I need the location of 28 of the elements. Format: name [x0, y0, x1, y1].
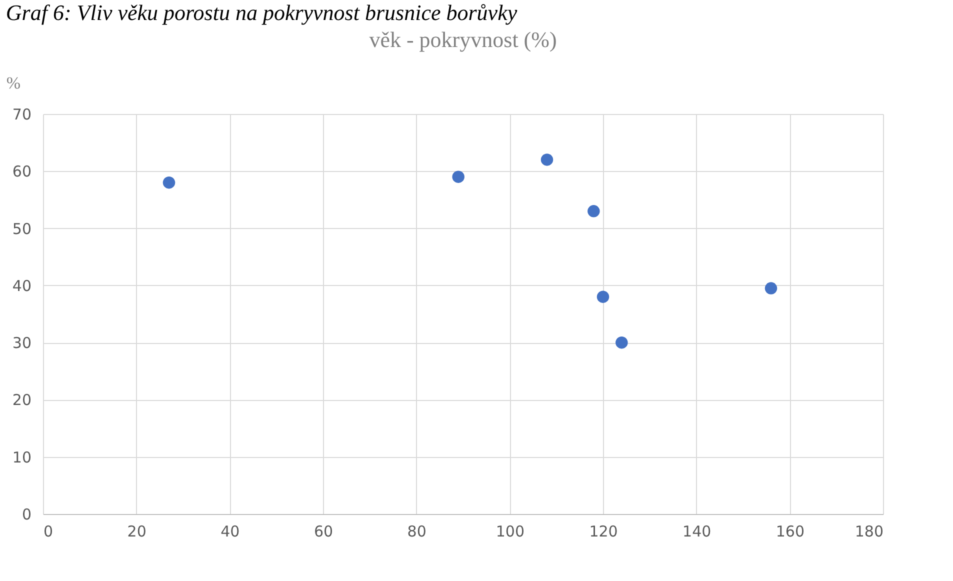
x-tick-label: 160 [776, 522, 804, 540]
y-axis-title: % [6, 74, 21, 92]
y-tick-label: 30 [12, 334, 32, 352]
point [616, 336, 628, 349]
x-tick-label: 120 [589, 522, 618, 540]
y-tick-label: 60 [12, 162, 32, 181]
text: Graf 6: Vliv věku porostu na pokryvnost brusnice borůvky [6, 0, 518, 25]
x-tick-label: 0 [44, 522, 54, 540]
y-tick-label: 20 [12, 391, 32, 410]
x-tick-label: 100 [496, 522, 524, 540]
y-tick-label: 10 [12, 448, 32, 466]
y-tick-label: 0 [22, 506, 32, 524]
x-tick-label: 140 [682, 522, 712, 540]
point [540, 154, 554, 166]
point [764, 282, 778, 294]
x-tick-label: 180 [854, 522, 884, 540]
point [596, 290, 610, 303]
x-tick-label: 40 [220, 522, 240, 540]
point [588, 205, 600, 218]
point [162, 176, 176, 189]
y-tick-label: 70 [12, 106, 32, 124]
y-tick-label: 40 [12, 276, 32, 295]
y-tick-label: 50 [12, 220, 32, 238]
point [452, 170, 464, 183]
x-tick-label: 80 [407, 522, 426, 540]
x-tick-label: 60 [314, 522, 334, 540]
x-tick-label: 20 [127, 522, 146, 540]
chart-title: věk - pokryvnost (%) [369, 27, 557, 52]
